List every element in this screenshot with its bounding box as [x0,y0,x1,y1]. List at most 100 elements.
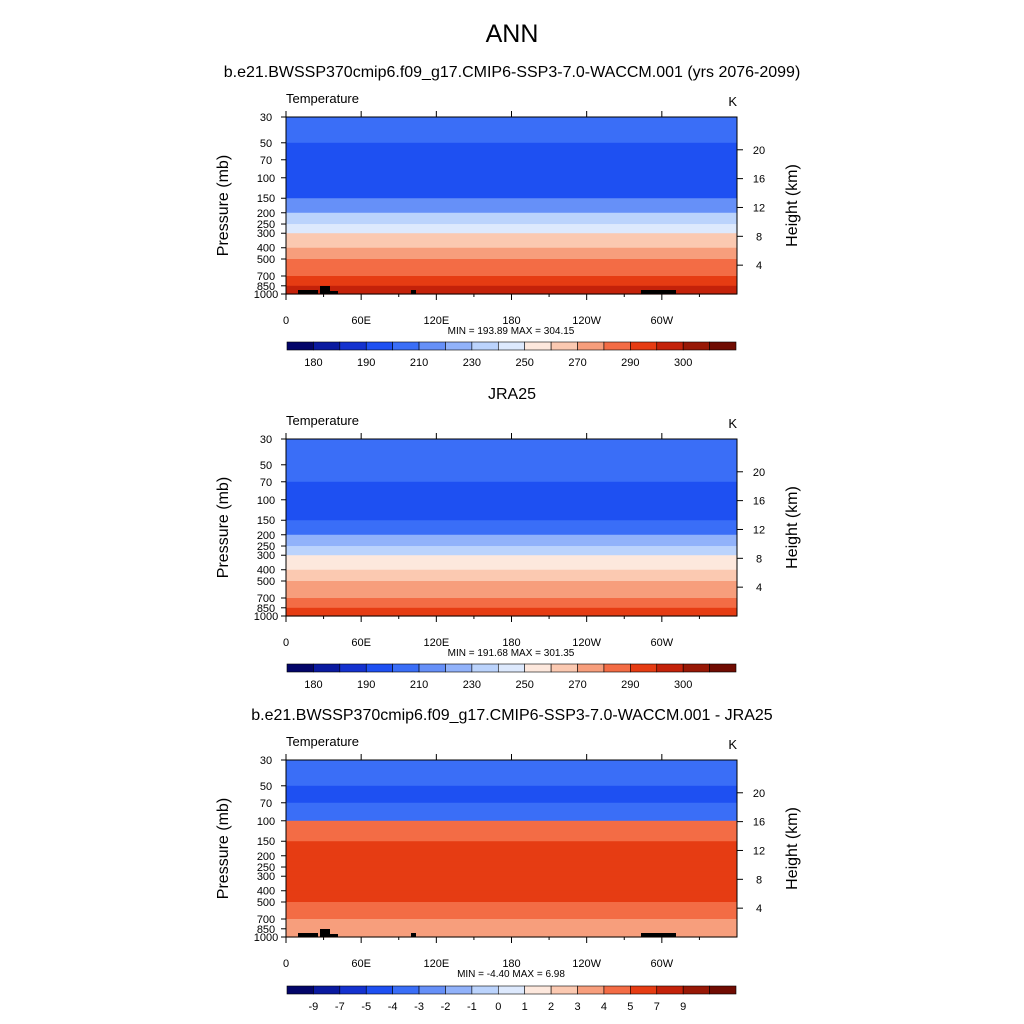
pressure-tick-label: 1000 [254,289,278,301]
topography-mask [330,934,338,937]
colorbar-tick-label: 190 [357,679,375,691]
pressure-tick-label: 100 [257,816,275,828]
colorbar-tick-label: -7 [335,1001,345,1013]
topography-mask [298,290,318,294]
colorbar-swatch [630,341,658,351]
longitude-tick-label: 120W [572,315,601,327]
longitude-tick-label: 180 [502,637,520,649]
contour-band [286,902,737,912]
contour-band [286,453,737,466]
height-tick-label: 4 [756,260,762,272]
colorbar-tick-label: 4 [601,1001,607,1013]
contour-band [286,520,737,529]
colorbar-swatch [286,985,314,995]
pressure-tick-label: 400 [257,886,275,898]
pressure-tick-label: 50 [260,138,272,150]
pressure-tick-label: 70 [260,798,272,810]
contour-band [286,812,737,822]
colorbar-swatch [630,985,658,995]
panel-variable-label: Temperature [286,734,359,749]
colorbar-swatch [682,985,710,995]
pressure-tick-label: 250 [257,219,275,231]
colorbar-tick-label: 290 [621,357,639,369]
colorbar-tick-label: 180 [304,679,322,691]
colorbar-tick-label: 0 [495,1001,501,1013]
pressure-tick-label: 250 [257,862,275,874]
contour-band [286,259,737,269]
contour-band [286,206,737,214]
pressure-tick-label: 700 [257,271,275,283]
colorbar-swatch [603,663,631,673]
colorbar-tick-label: 210 [410,357,428,369]
panel-2 [281,754,743,995]
panel-variable-label: Temperature [286,413,359,428]
panel-stats-label: MIN = 191.68 MAX = 301.35 [448,648,575,659]
contour-band [286,794,737,804]
contour-band [286,575,737,582]
contour-band [286,612,737,617]
contour-band [286,918,737,925]
contour-band [286,177,737,190]
y2-axis-label: Height (km) [784,164,801,247]
colorbar-tick-label: -5 [361,1001,371,1013]
pressure-tick-label: 30 [260,434,272,446]
contour-band [286,268,737,277]
colorbar-swatch [682,341,710,351]
colorbar-swatch [524,663,552,673]
contour-band [286,481,737,493]
contour-band [286,499,737,512]
longitude-tick-label: 60E [351,315,371,327]
y-axis-label: Pressure (mb) [215,798,232,899]
contour-band [286,275,737,282]
panel-stats-label: MIN = -4.40 MAX = 6.98 [457,969,565,980]
pressure-tick-label: 500 [257,576,275,588]
panel-title: JRA25 [487,386,537,403]
colorbar-tick-label: 5 [627,1001,633,1013]
contour-band [286,911,737,920]
pressure-tick-label: 30 [260,755,272,767]
longitude-tick-label: 120E [423,637,449,649]
colorbar-swatch [709,341,737,351]
colorbar-swatch [497,663,526,673]
pressure-tick-label: 1000 [254,611,278,623]
colorbar-swatch [656,341,684,351]
panel-title: b.e21.BWSSP370cmip6.f09_g17.CMIP6-SSP3-7… [251,707,773,724]
panel-title: b.e21.BWSSP370cmip6.f09_g17.CMIP6-SSP3-7… [223,64,801,81]
contour-band [286,933,737,938]
contour-band [286,785,737,796]
colorbar-tick-label: 180 [304,357,322,369]
colorbar-swatch [392,341,420,351]
colorbar-tick-label: -2 [441,1001,451,1013]
colorbar-swatch [577,985,605,995]
panel-1 [281,433,743,673]
pressure-tick-label: 500 [257,254,275,266]
pressure-tick-label: 100 [257,495,275,507]
pressure-tick-label: 70 [260,477,272,489]
colorbar-swatch [392,985,420,995]
contour-band [286,233,737,242]
contour-band [286,890,737,898]
longitude-tick-label: 180 [502,958,520,970]
colorbar-swatch [603,985,631,995]
colorbar-swatch [313,985,341,995]
longitude-tick-label: 0 [283,315,289,327]
contour-band [286,884,737,892]
colorbar-tick-label: -9 [309,1001,319,1013]
pressure-tick-label: 70 [260,155,272,167]
panel-variable-label: Temperature [286,91,359,106]
colorbar-swatch [445,985,473,995]
topography-mask [641,290,676,294]
pressure-tick-label: 200 [257,530,275,542]
colorbar-swatch [656,985,684,995]
pressure-tick-label: 100 [257,173,275,185]
contour-band [286,876,737,885]
topography-mask [330,291,338,294]
contour-band [286,528,737,536]
pressure-tick-label: 400 [257,565,275,577]
contour-band [286,841,737,850]
colorbar-swatch [524,341,552,351]
height-tick-label: 16 [753,817,765,829]
contour-band [286,159,737,171]
colorbar-swatch [392,663,420,673]
pressure-tick-label: 850 [257,924,275,936]
